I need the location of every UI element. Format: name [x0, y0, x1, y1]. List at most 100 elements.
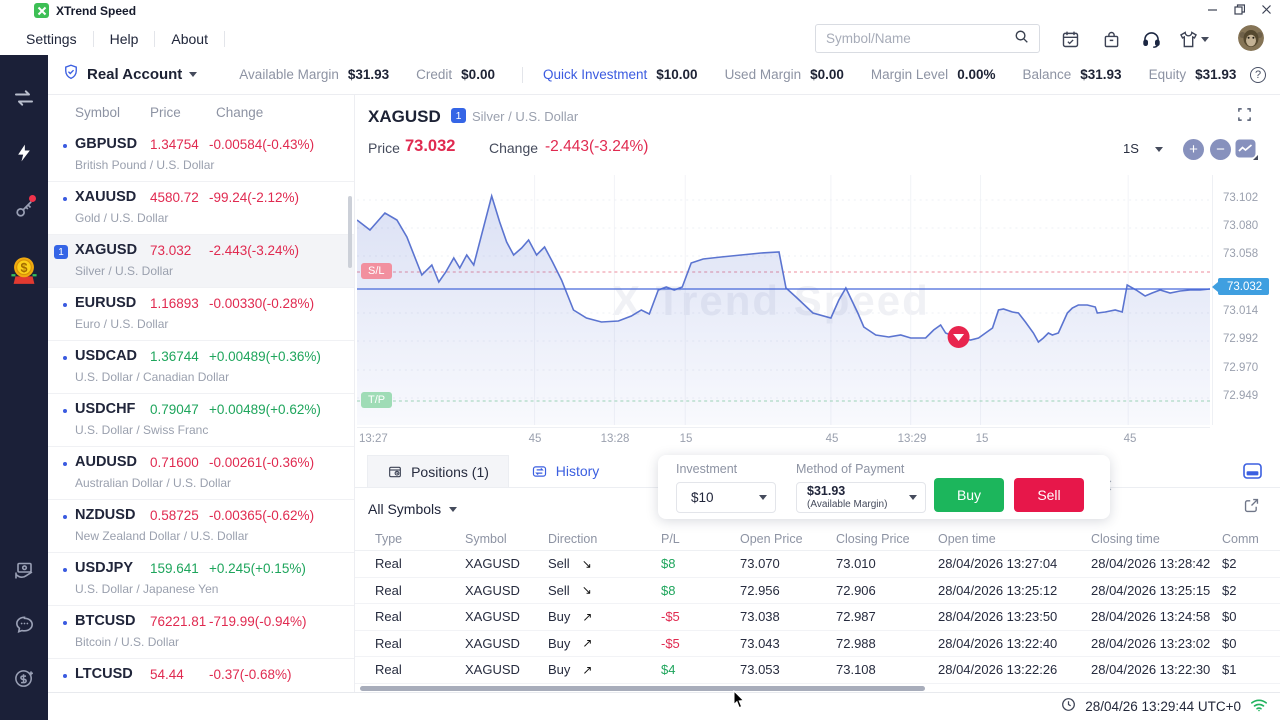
shirt-dropdown-caret[interactable]	[1198, 27, 1212, 51]
stop-loss-tag[interactable]: S/L	[361, 263, 392, 279]
metric-available-margin: Available Margin $31.93	[239, 67, 390, 82]
quick-trade-card: Investment Method of Payment $10 $31.93 …	[658, 455, 1110, 519]
watchlist-row-audusd[interactable]: AUDUSD 0.71600 -0.00261(-0.36%) Australi…	[48, 447, 354, 500]
table-row[interactable]: Real XAGUSD Sell ↘ $8 73.070 73.010 28/04/2…	[355, 551, 1280, 578]
watchlist-row-usdjpy[interactable]: USDJPY 159.641 +0.245(+0.15%) U.S. Dolla…	[48, 553, 354, 606]
investment-dropdown[interactable]: $10	[676, 482, 776, 513]
rewards-coin-icon[interactable]: $	[0, 245, 48, 293]
sell-button[interactable]: Sell	[1014, 478, 1084, 512]
signals-key-icon[interactable]	[0, 190, 48, 226]
watchlist-row-gbpusd[interactable]: GBPUSD 1.34754 -0.00584(-0.43%) British …	[48, 129, 354, 182]
symbol-search[interactable]	[815, 24, 1040, 53]
table-row[interactable]: Real XAGUSD Buy ↗ -$5 73.043 72.988 28/04/2…	[355, 631, 1280, 657]
watchlist-panel: Symbol Price Change GBPUSD 1.34754 -0.00…	[48, 95, 355, 692]
bullet-dot	[63, 303, 67, 307]
account-type-label[interactable]: Real Account	[87, 66, 183, 83]
price-axis: 73.102 73.080 73.058 73.014 72.992 72.97…	[1211, 175, 1280, 425]
bullet-dot	[63, 674, 67, 678]
watchlist-row-usdcad[interactable]: USDCAD 1.36744 +0.00489(+0.36%) U.S. Dol…	[48, 341, 354, 394]
sell-direction-icon: ↘	[581, 556, 592, 571]
fullscreen-icon[interactable]	[1237, 107, 1252, 127]
gift-icon[interactable]	[1099, 27, 1123, 51]
watchlist-row-nzdusd[interactable]: NZDUSD 0.58725 -0.00365(-0.62%) New Zeal…	[48, 500, 354, 553]
investment-label: Investment	[676, 462, 738, 476]
metric-margin-level: Margin Level 0.00%	[870, 67, 996, 82]
symbol-filter-dropdown[interactable]: All Symbols	[368, 496, 458, 522]
watchlist-row-eurusd[interactable]: EURUSD 1.16893 -0.00330(-0.28%) Euro / U…	[48, 288, 354, 341]
restore-button[interactable]	[1234, 4, 1245, 15]
user-avatar[interactable]	[1238, 25, 1264, 51]
open-external-icon[interactable]	[1243, 497, 1260, 519]
time-axis: 13:27 45 13:28 15 45 13:29 15 45	[357, 427, 1210, 449]
watchlist-scrollbar[interactable]	[348, 196, 352, 268]
col-change: Change	[216, 105, 264, 120]
left-sidebar: $	[0, 55, 48, 720]
bullet-dot	[63, 462, 67, 466]
app-title: XTrend Speed	[56, 4, 137, 18]
price-chart[interactable]: X Trend Speed	[357, 175, 1210, 425]
deposit-icon[interactable]	[0, 660, 48, 696]
shirt-icon[interactable]	[1176, 27, 1200, 51]
bottom-panel: Positions (1) History All Symbols Invest…	[355, 455, 1280, 692]
buy-direction-icon: ↗	[582, 609, 593, 624]
withdraw-icon[interactable]	[0, 713, 48, 720]
menu-about[interactable]: About	[155, 30, 225, 47]
calendar-icon[interactable]	[1058, 27, 1082, 51]
watchlist-row-usdchf[interactable]: USDCHF 0.79047 +0.00489(+0.62%) U.S. Dol…	[48, 394, 354, 447]
minimize-button[interactable]	[1207, 4, 1218, 15]
chart-area-fill	[357, 196, 1210, 425]
horizontal-scrollbar[interactable]	[360, 686, 925, 691]
buy-button[interactable]: Buy	[934, 478, 1004, 512]
trade-swap-icon[interactable]	[0, 80, 48, 116]
chart-change: -2.443(-3.24%)	[545, 138, 649, 155]
chart-symbol-name: Silver / U.S. Dollar	[472, 109, 579, 124]
zoom-in-icon[interactable]: +	[1183, 139, 1204, 160]
watchlist-row-btcusd[interactable]: BTCUSD 76221.81 -719.99(-0.94%) Bitcoin …	[48, 606, 354, 659]
menu-settings[interactable]: Settings	[10, 30, 94, 47]
col-symbol: Symbol	[75, 105, 121, 120]
chart-panel: XAGUSD 1 Silver / U.S. Dollar Price 73.0…	[355, 95, 1280, 455]
timeframe-select[interactable]: 1S	[1123, 141, 1139, 156]
bullet-dot	[63, 197, 67, 201]
shield-icon	[62, 63, 80, 86]
buy-direction-icon: ↗	[582, 636, 593, 651]
search-input[interactable]	[826, 31, 1014, 46]
payout-hand-icon[interactable]	[0, 553, 48, 589]
panel-layout-icon[interactable]	[1243, 463, 1262, 485]
quick-trade-bolt-icon[interactable]	[0, 135, 48, 171]
table-row[interactable]: Real XAGUSD Buy ↗ -$5 73.038 72.987 28/04/2…	[355, 604, 1280, 631]
chart-symbol: XAGUSD	[368, 107, 441, 126]
chat-support-icon[interactable]	[0, 606, 48, 642]
buy-direction-icon: ↗	[582, 662, 593, 677]
support-headset-icon[interactable]	[1139, 27, 1163, 51]
sell-direction-icon: ↘	[581, 583, 592, 598]
tab-history[interactable]: History	[509, 455, 621, 487]
bullet-dot	[63, 409, 67, 413]
table-row[interactable]: Real XAGUSD Sell ↘ $8 72.956 72.906 28/04/2…	[355, 578, 1280, 604]
svg-text:$: $	[21, 261, 28, 275]
chart-canvas	[357, 175, 1210, 425]
search-icon[interactable]	[1014, 29, 1029, 49]
current-price-tag: 73.032	[1211, 278, 1270, 295]
take-profit-tag[interactable]: T/P	[361, 392, 393, 408]
col-price: Price	[150, 105, 181, 120]
table-row[interactable]: Real XAGUSD Buy ↗ $4 73.053 73.108 28/04/20…	[355, 657, 1280, 684]
account-dropdown-caret[interactable]	[189, 72, 198, 77]
help-icon[interactable]: ?	[1250, 67, 1266, 83]
chart-badge: 1	[451, 108, 466, 123]
watchlist-row-ltcusd[interactable]: LTCUSD 54.44 -0.37(-0.68%)	[48, 659, 354, 692]
chart-type-icon[interactable]	[1235, 139, 1258, 160]
timeframe-caret[interactable]	[1155, 147, 1163, 152]
zoom-out-icon[interactable]: −	[1210, 139, 1231, 160]
menu-help[interactable]: Help	[94, 30, 156, 47]
bullet-dot	[63, 515, 67, 519]
watchlist-row-xagusd-selected[interactable]: 1 XAGUSD 73.032 -2.443(-3.24%) Silver / …	[48, 235, 354, 288]
sell-marker	[947, 326, 970, 348]
watchlist-row-xauusd[interactable]: XAUUSD 4580.72 -99.24(-2.12%) Gold / U.S…	[48, 182, 354, 235]
tab-positions[interactable]: Positions (1)	[367, 455, 509, 487]
close-button[interactable]	[1261, 4, 1272, 15]
server-time: 28/04/26 13:29:44 UTC+0	[1085, 699, 1241, 714]
metric-quick-investment[interactable]: Quick Investment $10.00	[542, 67, 698, 82]
payment-method-dropdown[interactable]: $31.93 (Available Margin)	[796, 482, 926, 513]
